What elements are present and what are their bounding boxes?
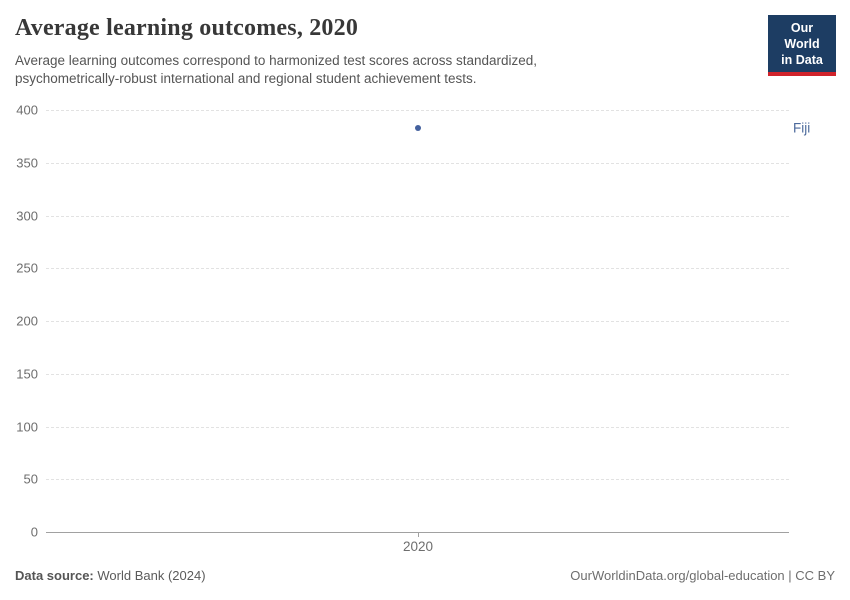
data-point-fiji[interactable] xyxy=(415,124,421,131)
y-axis-tick-label: 150 xyxy=(16,366,38,382)
y-axis-tick-label: 100 xyxy=(16,419,38,434)
y-axis-tick-label: 300 xyxy=(16,208,38,223)
owid-logo-line2: in Data xyxy=(781,53,823,67)
y-axis-tick-label: 0 xyxy=(30,524,38,540)
y-gridline xyxy=(46,110,789,111)
y-gridline xyxy=(46,321,789,322)
y-axis-tick-label: 400 xyxy=(16,102,38,118)
chart-subtitle: Average learning outcomes correspond to … xyxy=(15,53,538,86)
owid-logo[interactable]: Our World in Data xyxy=(768,15,836,76)
y-gridline xyxy=(46,479,789,481)
y-gridline xyxy=(46,373,789,375)
credit-link[interactable]: OurWorldinData.org/global-education | CC… xyxy=(570,568,835,583)
entity-label-fiji[interactable]: Fiji xyxy=(793,120,811,136)
y-gridline xyxy=(46,268,789,270)
data-source-value: World Bank (2024) xyxy=(97,568,206,583)
chart-title: Average learning outcomes, 2020 xyxy=(15,15,359,41)
chart-footer: Data source: World Bank (2024) OurWorldi… xyxy=(15,568,835,583)
x-axis-tick-mark xyxy=(418,532,419,537)
x-axis-line xyxy=(46,532,789,533)
y-gridline xyxy=(46,162,789,164)
y-axis-tick-label: 200 xyxy=(16,313,38,329)
y-gridline xyxy=(46,215,789,217)
owid-logo-line1: Our World xyxy=(784,21,820,51)
y-axis-tick-label: 50 xyxy=(23,471,38,487)
data-source-label: Data source: xyxy=(15,568,94,583)
y-axis-tick-label: 250 xyxy=(16,260,38,276)
data-source-note: Data source: World Bank (2024) xyxy=(15,568,206,583)
x-axis-tick-label: 2020 xyxy=(402,539,434,554)
y-axis-tick-label: 350 xyxy=(16,155,38,171)
y-gridline xyxy=(46,426,789,428)
